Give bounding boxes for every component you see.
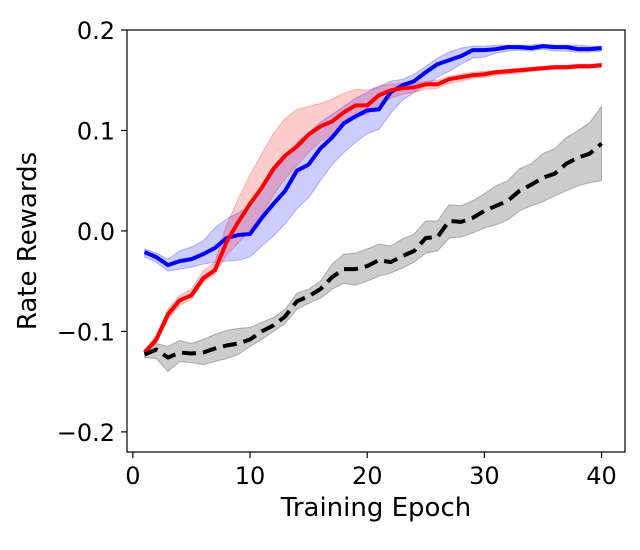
y-tick-label: 0.2 bbox=[77, 17, 115, 45]
x-tick-label: 10 bbox=[235, 462, 266, 490]
y-axis-label: Rate Rewards bbox=[13, 152, 43, 330]
y-tick-label: −0.2 bbox=[57, 419, 115, 447]
x-tick-label: 30 bbox=[469, 462, 500, 490]
series-lines bbox=[143, 44, 603, 360]
series-line-red bbox=[143, 63, 602, 354]
x-tick-label: 0 bbox=[125, 462, 140, 490]
series-line-black bbox=[143, 141, 603, 360]
x-axis-label: Training Epoch bbox=[280, 493, 471, 523]
y-tick-label: 0.0 bbox=[77, 218, 115, 246]
series-line-blue bbox=[143, 44, 602, 268]
x-axis-ticks: 0 10 20 30 40 bbox=[125, 452, 617, 490]
y-tick-label: 0.1 bbox=[77, 117, 115, 145]
x-tick-label: 20 bbox=[352, 462, 383, 490]
band-blue bbox=[144, 43, 603, 272]
y-tick-label: −0.1 bbox=[57, 318, 115, 346]
y-axis-ticks: −0.2 −0.1 0.0 0.1 0.2 bbox=[57, 17, 127, 447]
x-tick-label: 40 bbox=[586, 462, 617, 490]
band-black bbox=[144, 104, 603, 373]
plot-frame bbox=[126, 29, 626, 453]
